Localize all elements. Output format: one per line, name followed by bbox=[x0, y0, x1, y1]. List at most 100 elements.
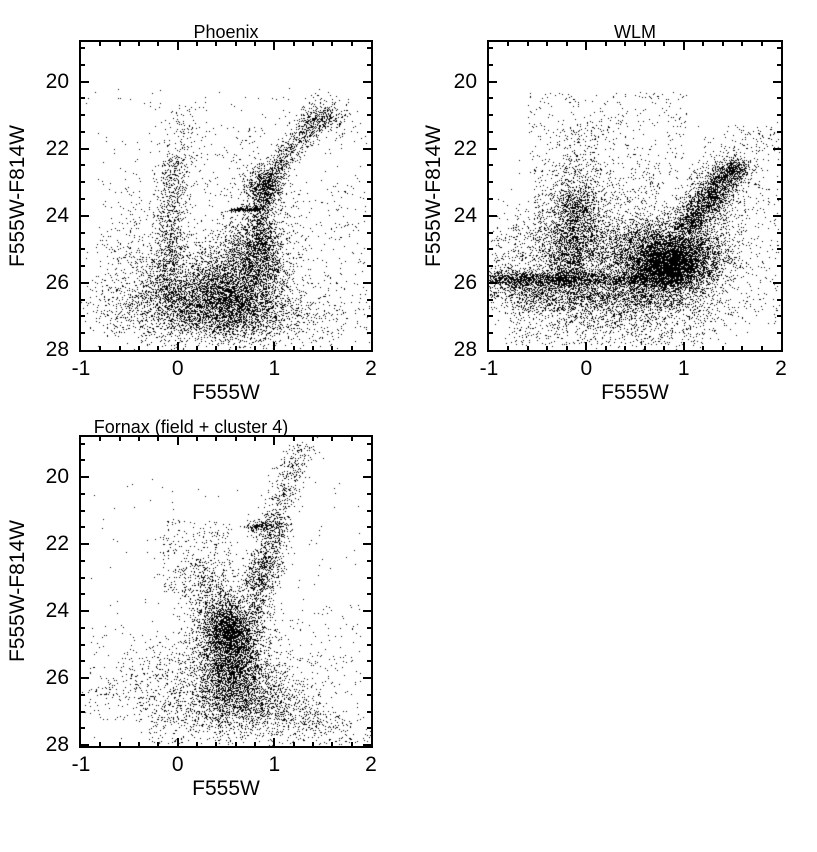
tick-mark bbox=[138, 346, 140, 350]
tick-mark bbox=[777, 181, 781, 184]
tick-mark bbox=[157, 437, 160, 441]
tick-mark bbox=[234, 42, 237, 46]
tick-mark bbox=[81, 114, 85, 117]
tick-mark bbox=[292, 742, 295, 746]
x-tick-label: -1 bbox=[479, 357, 499, 380]
tick-mark bbox=[81, 660, 85, 663]
tick-mark bbox=[643, 346, 646, 350]
tick-mark bbox=[81, 610, 89, 613]
tick-mark bbox=[176, 342, 179, 350]
tick-mark bbox=[81, 626, 85, 629]
tick-mark bbox=[682, 42, 685, 50]
tick-mark bbox=[367, 130, 371, 133]
scatter-canvas bbox=[81, 42, 371, 350]
tick-mark bbox=[489, 332, 493, 335]
tick-mark bbox=[585, 42, 588, 50]
tick-mark bbox=[367, 576, 371, 579]
x-tick-label: -1 bbox=[71, 357, 91, 380]
tick-mark bbox=[363, 677, 371, 680]
tick-mark bbox=[367, 298, 371, 301]
tick-mark bbox=[81, 281, 89, 284]
tick-mark bbox=[81, 593, 85, 596]
tick-mark bbox=[367, 727, 371, 730]
tick-mark bbox=[773, 80, 781, 83]
x-tick-label: 1 bbox=[268, 753, 281, 776]
y-tick-label: 22 bbox=[453, 136, 477, 160]
tick-mark bbox=[138, 42, 140, 46]
tick-mark bbox=[777, 164, 781, 167]
tick-mark bbox=[367, 693, 371, 696]
plot-area: -1 0 1 2 20 22 24 26 28 bbox=[46, 40, 377, 380]
tick-mark bbox=[81, 315, 85, 318]
tick-mark bbox=[196, 346, 198, 350]
tick-mark bbox=[367, 47, 371, 50]
x-tick-label: 1 bbox=[268, 357, 281, 380]
tick-mark bbox=[624, 42, 627, 46]
panel-title-phoenix: Phoenix bbox=[193, 22, 259, 42]
tick-mark bbox=[489, 315, 493, 318]
y-tick-label: 24 bbox=[45, 203, 69, 227]
y-tick-label: 28 bbox=[45, 338, 69, 361]
tick-mark bbox=[81, 576, 85, 579]
tick-mark bbox=[721, 346, 724, 350]
tick-mark bbox=[702, 42, 705, 46]
tick-mark bbox=[367, 710, 371, 713]
tick-mark bbox=[489, 97, 493, 100]
tick-mark bbox=[489, 147, 497, 150]
tick-mark bbox=[777, 231, 781, 234]
tick-mark bbox=[773, 147, 781, 150]
tick-mark bbox=[331, 346, 334, 350]
y-tick-label: 24 bbox=[453, 203, 477, 227]
tick-mark bbox=[367, 97, 371, 100]
tick-mark bbox=[81, 677, 89, 680]
tick-mark bbox=[489, 181, 493, 184]
y-tick-label: 26 bbox=[453, 270, 477, 294]
tick-mark bbox=[489, 130, 493, 133]
tick-mark bbox=[777, 332, 781, 335]
tick-mark bbox=[81, 509, 85, 512]
tick-mark bbox=[81, 543, 89, 546]
tick-mark bbox=[663, 346, 666, 350]
tick-mark bbox=[367, 181, 371, 184]
x-tick-label: 0 bbox=[171, 753, 184, 776]
y-tick-label: 22 bbox=[45, 136, 69, 160]
tick-mark bbox=[777, 265, 781, 268]
tick-mark bbox=[273, 42, 276, 50]
tick-mark bbox=[546, 42, 549, 46]
tick-mark bbox=[215, 437, 218, 441]
tick-mark bbox=[99, 437, 102, 441]
tick-mark bbox=[682, 342, 685, 350]
plot-area: -1 0 1 2 20 22 24 26 28 bbox=[454, 40, 787, 380]
tick-mark bbox=[546, 346, 549, 350]
tick-mark bbox=[254, 42, 256, 46]
tick-mark bbox=[350, 742, 353, 746]
tick-mark bbox=[489, 214, 497, 217]
tick-mark bbox=[489, 265, 493, 268]
x-tick-label: 0 bbox=[580, 357, 593, 380]
tick-mark bbox=[81, 332, 85, 335]
tick-mark bbox=[81, 442, 85, 445]
tick-mark bbox=[367, 509, 371, 512]
tick-mark bbox=[489, 298, 493, 301]
tick-mark bbox=[489, 231, 493, 234]
tick-mark bbox=[312, 42, 314, 46]
tick-mark bbox=[81, 198, 85, 201]
tick-mark bbox=[350, 346, 353, 350]
tick-mark bbox=[367, 660, 371, 663]
tick-mark bbox=[157, 742, 160, 746]
tick-mark bbox=[312, 742, 314, 746]
tick-mark bbox=[367, 164, 371, 167]
tick-mark bbox=[489, 63, 493, 66]
tick-mark bbox=[777, 47, 781, 50]
tick-mark bbox=[331, 437, 334, 441]
tick-mark bbox=[760, 346, 763, 350]
tick-mark bbox=[81, 130, 85, 133]
tick-mark bbox=[81, 97, 85, 100]
tick-mark bbox=[176, 738, 179, 746]
tick-mark bbox=[777, 198, 781, 201]
tick-mark bbox=[234, 346, 237, 350]
tick-mark bbox=[777, 114, 781, 117]
tick-mark bbox=[118, 346, 121, 350]
tick-mark bbox=[363, 610, 371, 613]
tick-mark bbox=[367, 643, 371, 646]
